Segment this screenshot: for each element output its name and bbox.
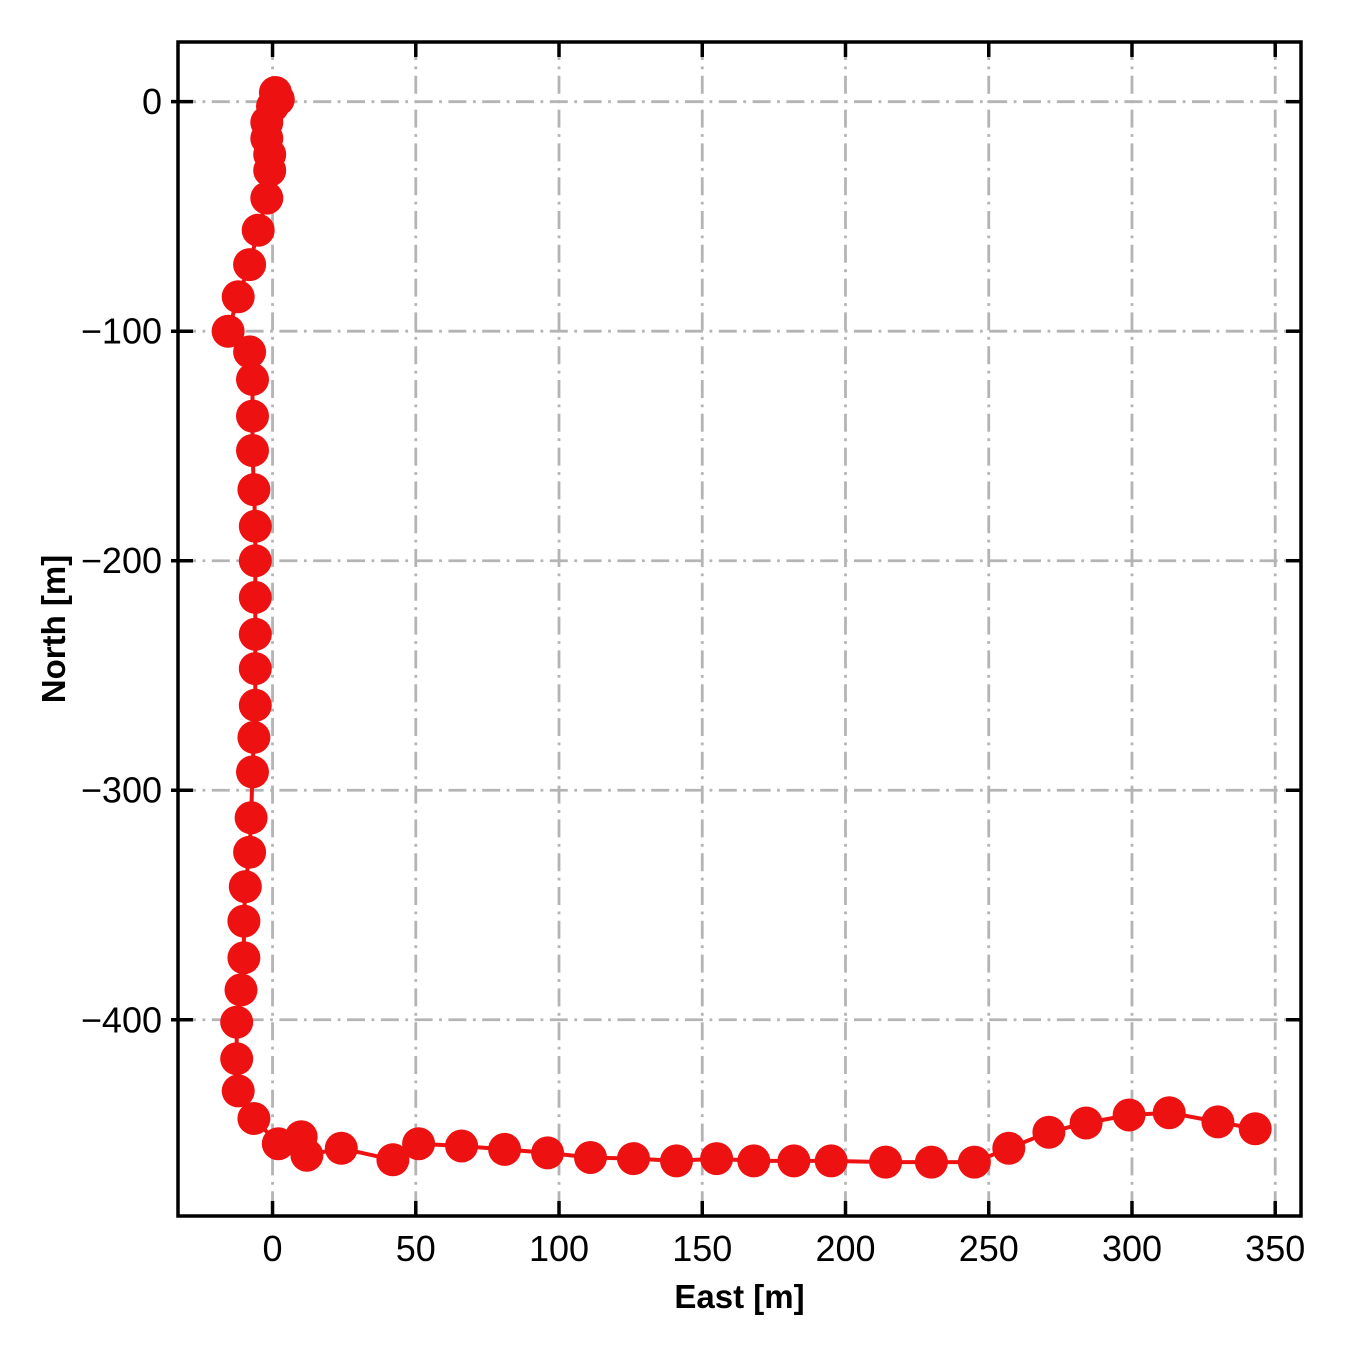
trajectory-line [226, 90, 1258, 1165]
trajectory-point [234, 801, 268, 835]
trajectory-point [869, 1145, 903, 1179]
trajectory-point [220, 1042, 254, 1076]
x-tick-label: 300 [1102, 1228, 1162, 1269]
trajectory-point [660, 1144, 693, 1178]
trajectory-point [914, 1145, 948, 1179]
trajectory-point [253, 154, 287, 187]
x-tick-label: 100 [529, 1228, 589, 1269]
trajectory-point [617, 1142, 650, 1176]
trajectory-point [238, 580, 272, 614]
trajectory-point [531, 1136, 565, 1170]
trajectory-point [241, 213, 275, 247]
axes-box [176, 40, 1303, 1218]
trajectory-point [238, 544, 272, 578]
trajectory-point [992, 1131, 1026, 1165]
trajectory-point [237, 720, 271, 754]
y-tick-label: −400 [81, 999, 162, 1040]
trajectory-point [250, 181, 284, 215]
trajectory-point [290, 1138, 324, 1172]
x-tick-label: 350 [1245, 1228, 1305, 1269]
x-tick-label: 0 [263, 1228, 283, 1269]
trajectory-point [236, 362, 269, 396]
trajectory-point [233, 248, 267, 282]
x-tick-label: 150 [672, 1228, 732, 1269]
trajectory-point [1152, 1096, 1186, 1130]
trajectory-point [237, 473, 271, 507]
trajectory-point [236, 434, 269, 467]
trajectory-point [237, 1102, 271, 1135]
trajectory-point [236, 755, 269, 789]
trajectory-point [238, 652, 272, 686]
y-tick-label: −100 [81, 311, 162, 352]
trajectory-point [324, 1131, 358, 1165]
y-tick-label: 0 [142, 81, 162, 122]
trajectory-markers [211, 76, 1272, 1179]
trajectory-point [445, 1129, 479, 1163]
trajectory-point [238, 688, 272, 722]
trajectory-point [1069, 1106, 1103, 1140]
trajectory-point [224, 973, 258, 1007]
tick-labels: 0 50 100 150 200 250 300 350 0 −100 −200 −300 −400 [81, 81, 1305, 1269]
trajectory-point [376, 1143, 410, 1177]
trajectory-point [221, 280, 255, 314]
x-tick-label: 50 [396, 1228, 436, 1269]
trajectory-point [227, 941, 261, 975]
trajectory-point [574, 1141, 607, 1174]
trajectory-point [238, 509, 272, 543]
x-tick-label: 250 [959, 1228, 1019, 1269]
y-tick-label: −200 [81, 540, 162, 581]
trajectory-point [700, 1142, 734, 1176]
trajectory-point [814, 1144, 848, 1178]
trajectory-point [1112, 1098, 1146, 1132]
x-axis-label: East [m] [674, 1278, 805, 1315]
trajectory-point [1201, 1105, 1235, 1139]
x-tick-label: 200 [815, 1228, 875, 1269]
trajectory-point [227, 904, 261, 938]
y-axis-label: North [m] [35, 554, 72, 704]
trajectory-point [233, 835, 267, 869]
trajectory-point [236, 399, 269, 433]
grid-lines [178, 42, 1301, 1216]
trajectory-point [1238, 1112, 1272, 1146]
trajectory-point [220, 1005, 254, 1039]
trajectory-point [228, 870, 262, 904]
trajectory-point [957, 1145, 991, 1179]
trajectory-point [1032, 1115, 1066, 1149]
trajectory-point [221, 1074, 255, 1108]
trajectory-point [233, 335, 267, 369]
trajectory-point [238, 617, 272, 651]
tick-marks [171, 42, 1301, 1216]
trajectory-point [211, 314, 245, 348]
trajectory-point [737, 1144, 771, 1178]
y-tick-label: −300 [81, 770, 162, 811]
trajectory-point [777, 1144, 811, 1178]
trajectory-point [488, 1132, 522, 1166]
trajectory-point [402, 1127, 436, 1161]
